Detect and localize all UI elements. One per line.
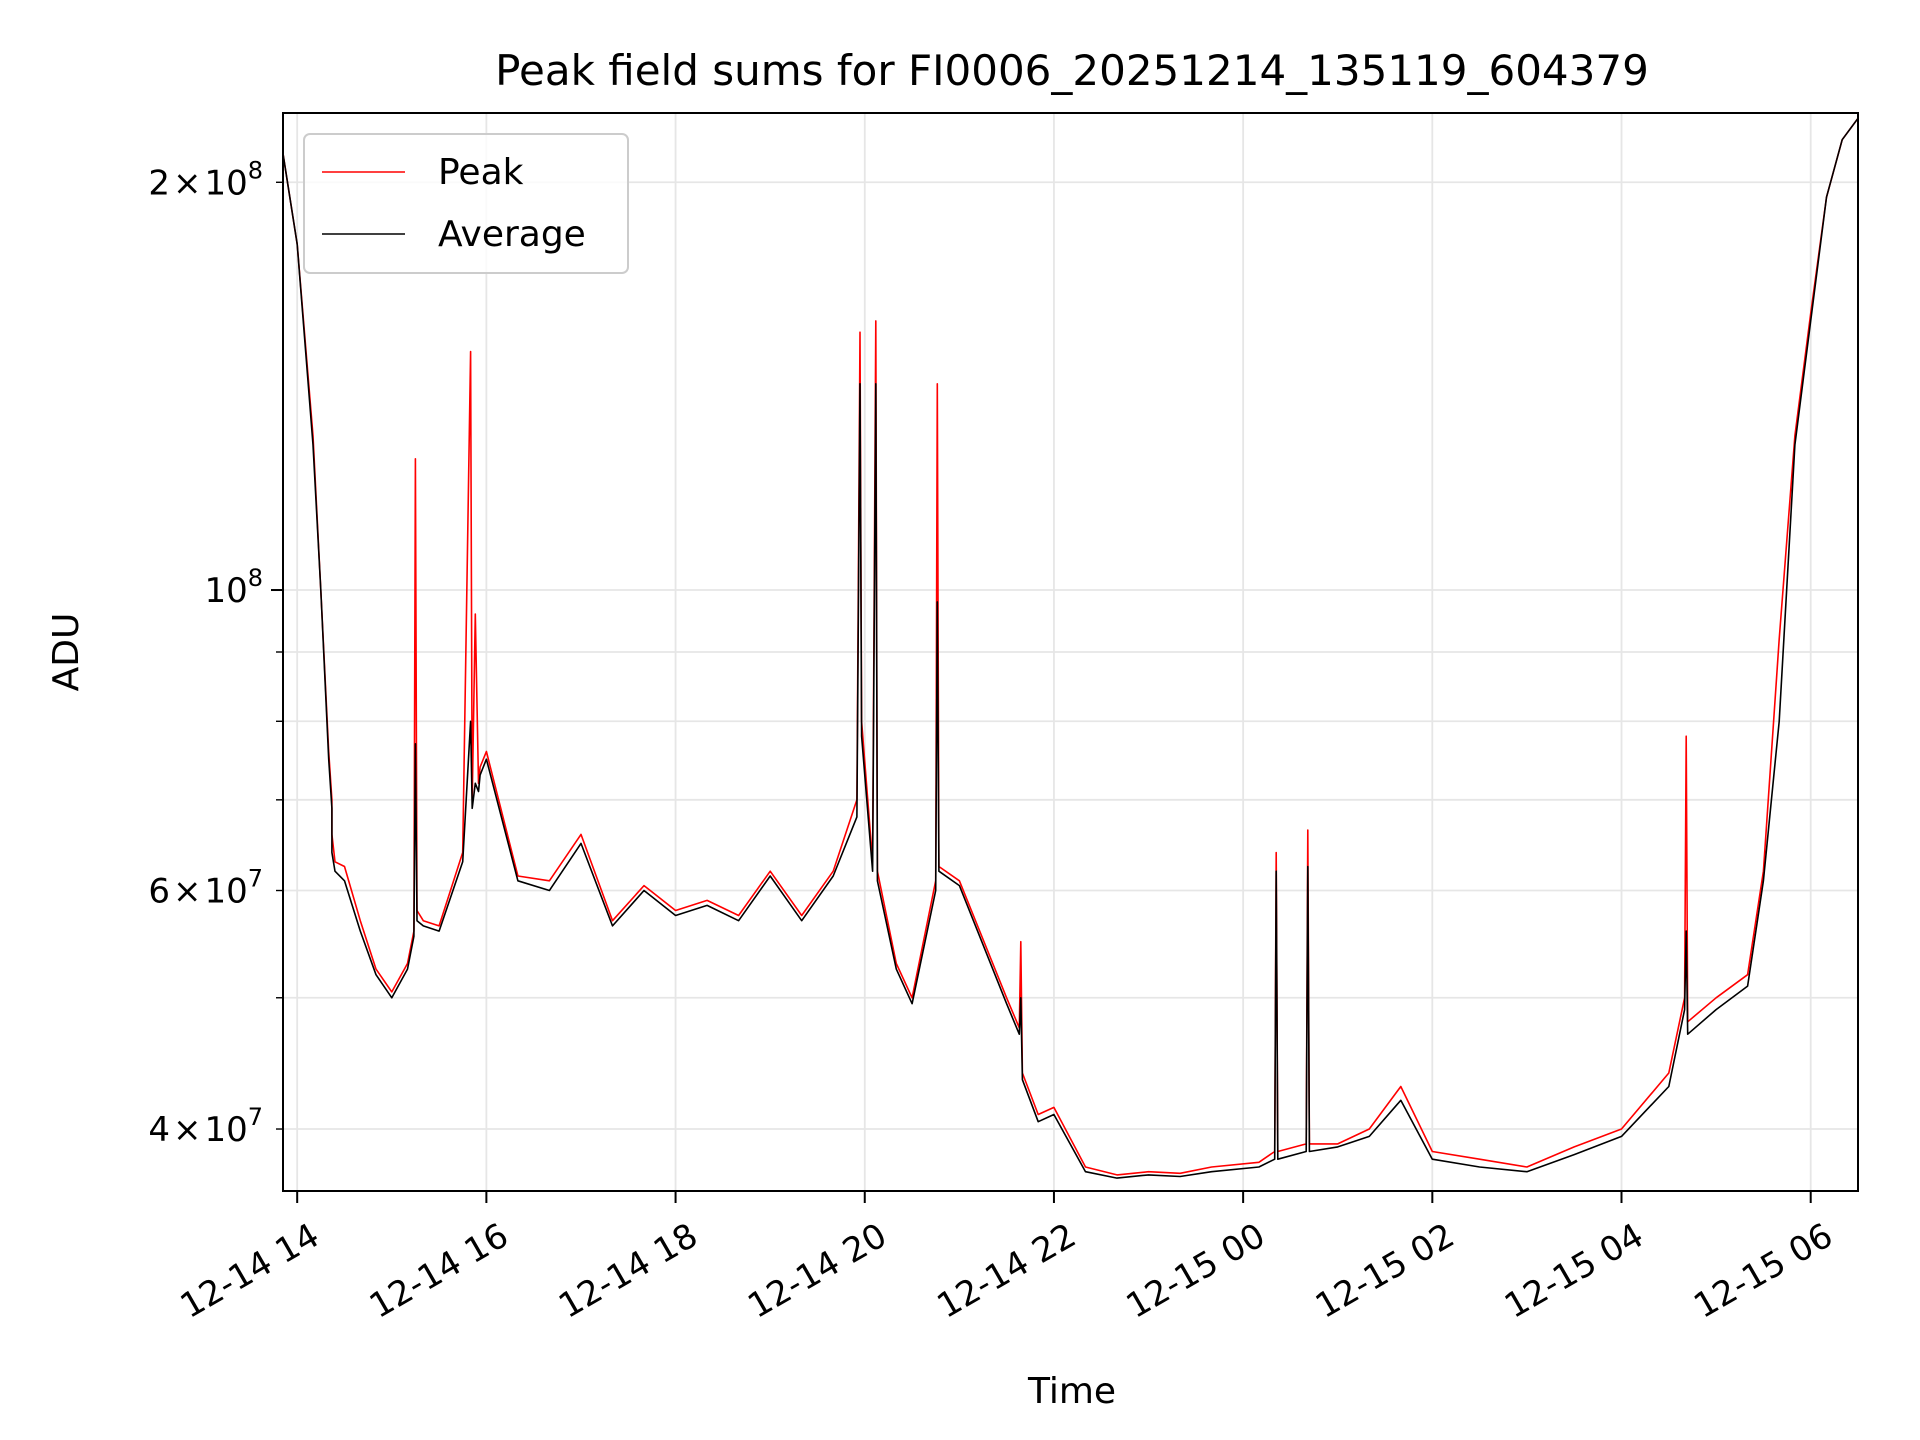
y-tick-label: 2×108 <box>148 156 263 203</box>
y-axis-label: ADU <box>46 613 87 692</box>
y-tick-label: 108 <box>204 564 263 611</box>
y-axis: 108 4×107 6×107 2×108 <box>148 156 283 1150</box>
legend-label-peak: Peak <box>438 152 524 193</box>
y-tick-label: 4×107 <box>148 1103 263 1150</box>
series-line-average <box>282 117 1859 1179</box>
chart-title: Peak field sums for FI0006_20251214_1351… <box>495 46 1649 95</box>
legend: Peak Average <box>303 133 629 274</box>
legend-label-average: Average <box>438 214 586 255</box>
grid-lines <box>283 113 1858 1191</box>
series-line-peak <box>282 117 1859 1176</box>
y-tick-label: 6×107 <box>148 865 263 912</box>
x-axis-label: Time <box>1027 1371 1116 1412</box>
legend-box <box>303 133 629 274</box>
series-layer <box>282 117 1859 1179</box>
